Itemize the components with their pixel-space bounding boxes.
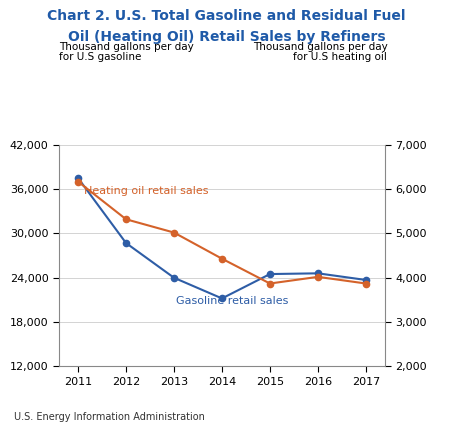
Text: for U.S heating oil: for U.S heating oil <box>294 52 387 62</box>
Text: Heating oil retail sales: Heating oil retail sales <box>84 186 208 196</box>
Text: Thousand gallons per day: Thousand gallons per day <box>59 42 193 52</box>
Text: Gasoline retail sales: Gasoline retail sales <box>176 296 289 305</box>
Text: Oil (Heating Oil) Retail Sales by Refiners: Oil (Heating Oil) Retail Sales by Refine… <box>67 30 386 44</box>
Text: Thousand gallons per day: Thousand gallons per day <box>253 42 387 52</box>
Text: for U.S gasoline: for U.S gasoline <box>59 52 141 62</box>
Text: Chart 2. U.S. Total Gasoline and Residual Fuel: Chart 2. U.S. Total Gasoline and Residua… <box>47 9 406 23</box>
Text: U.S. Energy Information Administration: U.S. Energy Information Administration <box>14 412 204 422</box>
